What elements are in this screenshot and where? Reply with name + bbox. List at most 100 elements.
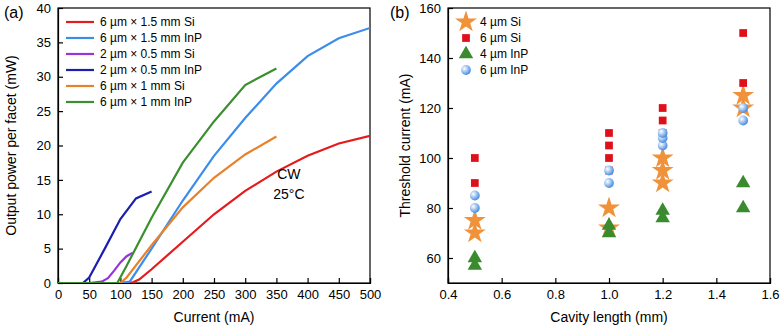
tick: 120	[419, 101, 453, 116]
legend-label: 4 µm Si	[480, 15, 521, 29]
point	[738, 116, 748, 126]
tick-mark	[448, 108, 453, 109]
tick: 150	[141, 278, 163, 302]
tick-mark	[245, 278, 246, 283]
y-axis-line	[449, 9, 454, 284]
tick: 200	[172, 278, 194, 302]
tick-label: 400	[297, 287, 319, 302]
tick: 1.0	[600, 278, 618, 302]
tick-mark	[58, 145, 63, 146]
line	[58, 192, 152, 283]
point	[739, 29, 747, 37]
tick-mark	[183, 278, 184, 283]
point	[468, 250, 482, 262]
tick-label: 5	[44, 241, 51, 256]
line	[58, 136, 370, 283]
tick-mark	[448, 58, 453, 59]
tick: 450	[328, 278, 350, 302]
tick-mark	[370, 278, 371, 283]
point	[739, 79, 747, 87]
tick-mark	[58, 283, 63, 284]
point	[658, 128, 668, 138]
x-axis: 0.4 0.6 0.8 1.0 1.2 1.4 1.6	[439, 278, 779, 302]
marks	[464, 29, 754, 270]
tick-label: 30	[37, 69, 51, 84]
legend-label: 4 µm InP	[480, 47, 528, 61]
tick-mark	[58, 180, 63, 181]
tick: 30	[37, 69, 63, 84]
line	[58, 28, 370, 283]
legend-label: 2 µm × 0.5 mm InP	[100, 63, 202, 77]
tick-mark	[58, 8, 63, 9]
tick-mark	[448, 258, 453, 259]
point	[605, 142, 613, 150]
tick-label: 450	[328, 287, 350, 302]
figure: 0501001502002503003504004505000510152025…	[0, 0, 781, 330]
line	[58, 137, 276, 283]
point	[738, 103, 748, 113]
point	[655, 202, 669, 214]
panel-label: (a)	[4, 4, 24, 21]
legend: 4 µm Si6 µm Si4 µm InP6 µm InP	[455, 10, 528, 77]
point	[598, 216, 620, 237]
tick-label: 500	[360, 287, 382, 302]
tick: 15	[37, 173, 63, 188]
y-axis: 0 5 10 15 20 25 30 35 40	[37, 1, 63, 291]
tick-label: 1.2	[654, 287, 672, 302]
panel-label: (b)	[390, 4, 410, 21]
tick-mark	[555, 278, 556, 283]
tick-label: 0.6	[493, 287, 511, 302]
tick-mark	[502, 278, 503, 283]
tick-label: 0.4	[439, 287, 457, 302]
line	[58, 69, 276, 284]
x-axis-title: Current (mA)	[174, 309, 255, 325]
tick: 400	[297, 278, 319, 302]
tick-mark	[448, 158, 453, 159]
annotation: CW	[277, 166, 301, 182]
plot-frame	[448, 8, 770, 283]
tick-label: 150	[141, 287, 163, 302]
tick-label: 80	[427, 201, 441, 216]
tick-label: 0.8	[547, 287, 565, 302]
tick: 60	[427, 251, 453, 266]
point	[471, 154, 479, 162]
tick-mark	[58, 42, 63, 43]
tick: 140	[419, 51, 453, 66]
legend-label: 6 µm × 1 mm InP	[100, 95, 192, 109]
legend-swatch	[66, 85, 94, 87]
tick-label: 250	[204, 287, 226, 302]
tick-mark	[152, 278, 153, 283]
point	[605, 154, 613, 162]
tick-mark	[58, 214, 63, 215]
tick: 0.6	[493, 278, 511, 302]
legend-label: 6 µm Si	[480, 31, 521, 45]
panel: 0501001502002503003504004505000510152025…	[3, 1, 381, 325]
point	[736, 175, 750, 187]
tick-mark	[716, 278, 717, 283]
tick-label: 160	[419, 1, 441, 16]
tick-label: 0	[55, 287, 62, 302]
tick-mark	[448, 8, 453, 9]
tick-label: 100	[419, 151, 441, 166]
point	[604, 166, 614, 176]
tick-label: 50	[82, 287, 96, 302]
tick-label: 35	[37, 35, 51, 50]
tick: 20	[37, 138, 63, 153]
tick: 1.4	[708, 278, 726, 302]
point	[659, 117, 667, 125]
tick-label: 1.6	[761, 287, 779, 302]
annotation: 25°C	[273, 186, 304, 202]
marks	[58, 28, 370, 283]
tick: 40	[37, 1, 63, 16]
y-axis-title: Output power per facet (mW)	[3, 55, 19, 236]
plot-frame	[58, 8, 370, 283]
tick-label: 10	[37, 207, 51, 222]
tick-label: 25	[37, 104, 51, 119]
point	[470, 203, 480, 213]
point	[470, 191, 480, 201]
tick-label: 140	[419, 51, 441, 66]
tick-mark	[308, 278, 309, 283]
tick: 0	[44, 276, 63, 291]
y-axis-title: Threshold current (mA)	[397, 74, 413, 218]
tick-label: 0	[44, 276, 51, 291]
